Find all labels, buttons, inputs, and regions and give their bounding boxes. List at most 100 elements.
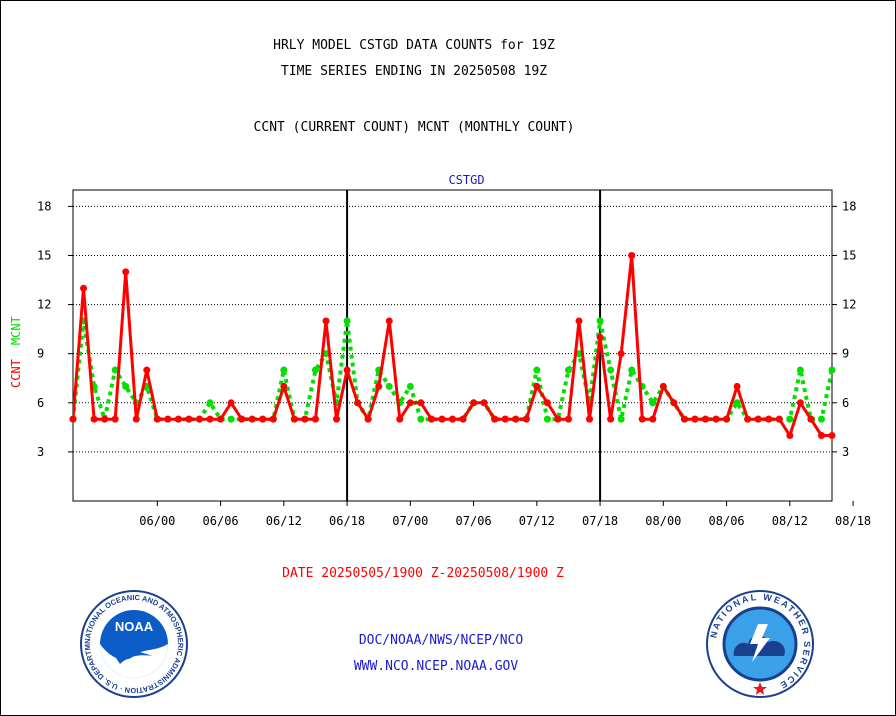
data-point-ccnt [702,415,709,423]
x-tick-label: 06/06 [203,514,239,528]
data-point-ccnt [723,415,731,423]
data-point-ccnt [406,399,414,407]
data-point-ccnt [543,399,551,407]
data-point-mcnt [786,415,794,423]
data-point-ccnt [828,432,836,440]
data-point-ccnt [775,415,783,423]
data-point-mcnt [343,317,351,325]
y-tick-label-left: 3 [37,445,44,459]
data-point-ccnt [691,415,699,423]
y-axis-label-mcnt: MCNT [9,316,23,345]
data-point-mcnt [733,399,741,407]
nws-logo: NATIONAL WEATHER SERVICE [706,590,814,698]
data-point-ccnt [512,415,520,423]
data-point-ccnt [628,251,636,259]
data-point-mcnt [111,366,119,374]
data-point-mcnt [543,415,551,423]
y-tick-label-left: 6 [37,396,44,410]
data-point-ccnt [575,317,583,325]
y-tick-label-right: 12 [842,298,856,312]
noaa-logo: NATIONAL OCEANIC AND ATMOSPHERIC ADMINIS… [80,590,188,698]
data-point-ccnt [817,432,825,440]
data-point-mcnt [828,366,836,374]
data-point-ccnt [333,415,341,423]
y-tick-label-left: 9 [37,347,44,361]
noaa-logo-label: NOAA [115,619,154,634]
data-point-ccnt [417,399,425,407]
data-point-ccnt [586,415,594,423]
data-point-ccnt [680,415,688,423]
data-point-ccnt [269,415,277,423]
data-point-ccnt [765,415,773,423]
data-point-mcnt [406,382,414,390]
x-tick-label: 06/18 [329,514,365,528]
y-tick-label-left: 18 [37,199,51,213]
data-point-ccnt [101,415,109,423]
data-point-ccnt [280,382,288,390]
data-point-mcnt [417,415,425,423]
data-point-ccnt [290,415,298,423]
plot-area-border [72,189,833,502]
data-point-ccnt [385,317,393,325]
data-point-mcnt [796,366,804,374]
data-point-mcnt [817,415,825,423]
data-point-mcnt [311,366,319,374]
data-point-mcnt [596,317,604,325]
x-tick-label: 07/06 [456,514,492,528]
data-point-mcnt [206,399,214,407]
data-point-ccnt [491,415,499,423]
x-tick-label: 08/00 [645,514,681,528]
data-point-ccnt [480,399,488,407]
data-point-ccnt [396,415,404,423]
data-point-ccnt [459,415,467,423]
x-tick-label: 07/12 [519,514,555,528]
data-point-ccnt [343,366,351,374]
data-point-ccnt [617,350,625,358]
data-point-ccnt [238,415,246,423]
data-point-ccnt [311,415,319,423]
data-point-ccnt [533,382,541,390]
data-point-ccnt [501,415,509,423]
data-point-mcnt [617,415,625,423]
y-axis-label-ccnt: CCNT [9,359,23,388]
y-tick-label-left: 15 [37,248,51,262]
data-point-ccnt [259,415,267,423]
data-point-ccnt [754,415,762,423]
data-point-ccnt [322,317,330,325]
y-tick-label-right: 15 [842,248,856,262]
data-point-mcnt [564,366,572,374]
org-path-text: DOC/NOAA/NWS/NCEP/NCO [358,633,524,648]
y-tick-label-right: 3 [842,445,849,459]
chart-subtitle: CCNT (CURRENT COUNT) MCNT (MONTHLY COUNT… [253,120,575,135]
data-point-ccnt [470,399,478,407]
data-point-ccnt [122,268,130,276]
data-point-ccnt [174,415,182,423]
x-tick-label: 07/00 [392,514,428,528]
y-tick-label-right: 6 [842,396,849,410]
data-point-ccnt [248,415,256,423]
data-point-ccnt [354,399,362,407]
x-tick-label: 06/12 [266,514,302,528]
data-point-ccnt [196,415,203,423]
data-point-ccnt [227,399,235,407]
data-point-ccnt [375,382,383,390]
data-point-mcnt [628,366,636,374]
website-link[interactable]: WWW.NCO.NCEP.NOAA.GOV [353,659,519,674]
data-point-ccnt [69,415,77,423]
y-tick-label-left: 12 [37,298,51,312]
data-point-mcnt [122,382,130,390]
data-point-mcnt [385,382,393,390]
data-point-ccnt [786,432,794,440]
data-point-ccnt [670,399,678,407]
data-point-ccnt [143,366,151,374]
data-point-mcnt [227,415,235,423]
data-point-ccnt [596,333,604,341]
data-point-ccnt [80,284,88,292]
x-tick-label: 06/00 [139,514,175,528]
x-tick-label: 08/12 [772,514,808,528]
data-point-mcnt [533,366,541,374]
series-line-ccnt [73,254,832,437]
data-point-ccnt [217,415,225,423]
data-point-ccnt [807,415,815,423]
data-point-mcnt [607,366,615,374]
